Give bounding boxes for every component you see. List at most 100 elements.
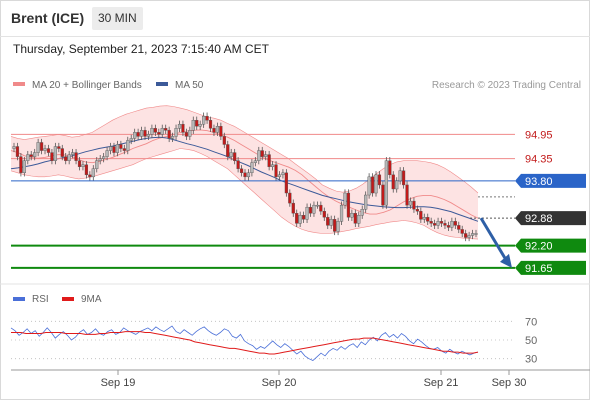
support-price-tag — [515, 260, 586, 275]
candle-body — [467, 235, 471, 238]
candle-body — [91, 168, 95, 178]
candle-body — [139, 130, 144, 137]
candle-body — [50, 152, 54, 161]
bollinger-band-fill — [11, 105, 478, 240]
bollinger-upper-line — [10, 105, 479, 194]
candle-body — [215, 126, 220, 133]
candle-body — [36, 142, 40, 153]
candle-body — [71, 152, 75, 155]
support-price-label: 92.20 — [525, 241, 553, 253]
title-bar: Brent (ICE) 30 MIN — [0, 0, 590, 37]
candle-body — [298, 215, 302, 224]
candle-body — [408, 200, 413, 206]
candle-body — [412, 200, 416, 210]
candle-body — [105, 150, 109, 157]
rsi-legend-swatch — [13, 297, 25, 301]
candle-body — [384, 160, 388, 206]
candle-body — [102, 156, 106, 159]
candle-body — [150, 128, 154, 135]
candle-body — [339, 204, 344, 222]
candle-body — [164, 128, 168, 131]
candle-body — [419, 211, 423, 220]
bollinger-lower-line — [10, 148, 479, 240]
candle-body — [370, 176, 375, 194]
candle-body — [64, 156, 68, 161]
candle-body — [202, 115, 206, 125]
candle-body — [112, 146, 116, 153]
candle-body — [470, 233, 475, 236]
candle-body — [353, 213, 357, 224]
timeframe-badge[interactable]: 30 MIN — [92, 7, 143, 30]
candle-body — [277, 174, 282, 178]
candle-body — [115, 144, 120, 153]
candle-body — [388, 160, 392, 176]
candle-body — [267, 154, 271, 167]
candle-body — [281, 172, 285, 176]
candle-body — [195, 120, 199, 127]
timestamp: Thursday, September 21, 2023 7:15:40 AM … — [13, 42, 269, 56]
candle-body — [53, 146, 57, 161]
candle-body — [81, 164, 85, 167]
legend-bollinger: MA 20 + Bollinger Bands — [13, 80, 142, 91]
candle-body — [253, 160, 257, 163]
candle-body — [222, 136, 226, 145]
candle-body — [129, 138, 133, 141]
candle-body — [84, 164, 89, 176]
rsi-tick-label: 50 — [525, 335, 537, 347]
bollinger-swatch — [13, 82, 25, 87]
candle-body — [343, 192, 347, 206]
candle-body — [170, 136, 175, 139]
candle-body — [329, 219, 333, 226]
candle-body — [333, 219, 337, 232]
candle-body — [426, 217, 430, 222]
candle-body — [295, 213, 299, 224]
candle-body — [415, 208, 419, 212]
candle-body — [302, 215, 306, 220]
candle-body — [308, 206, 313, 214]
ma50-swatch — [156, 82, 168, 87]
ma50-line — [10, 136, 479, 222]
candle-body — [429, 221, 433, 224]
candle-body — [446, 225, 451, 228]
candle-body — [95, 160, 99, 169]
candle-body — [46, 148, 51, 153]
candle-body — [26, 154, 30, 161]
candle-body — [74, 152, 78, 161]
rsi-line — [10, 325, 479, 361]
candle-body — [19, 156, 23, 174]
candle-body — [153, 128, 157, 133]
candle-body — [401, 170, 406, 186]
candle-body — [305, 206, 309, 220]
candle-body — [29, 154, 33, 157]
candle-body — [12, 146, 16, 149]
candle-body — [433, 223, 437, 226]
candle-body — [260, 150, 264, 157]
candle-body — [198, 124, 202, 127]
candle-body — [357, 215, 361, 224]
candle-body — [367, 176, 371, 196]
candle-body — [250, 162, 254, 173]
pivot-price-label: 93.80 — [525, 176, 553, 188]
candle-body — [77, 160, 82, 167]
candle-body — [246, 172, 251, 178]
candle-body — [464, 233, 468, 238]
candle-body — [184, 132, 188, 137]
candle-body — [236, 160, 240, 169]
candle-body — [436, 221, 440, 226]
rsi-tick-label: 70 — [525, 316, 537, 328]
candle-body — [233, 152, 237, 161]
candle-body — [219, 126, 223, 137]
candle-body — [226, 144, 230, 157]
candle-body — [60, 148, 64, 157]
candle-body — [67, 154, 71, 161]
x-tick-label: Sep 21 — [424, 377, 459, 389]
candle-body — [360, 208, 364, 216]
current-price-label: 92.88 — [525, 213, 553, 225]
candle-body — [264, 154, 268, 157]
candle-body — [336, 221, 340, 232]
candle-body — [284, 172, 288, 194]
research-credit: Research © 2023 Trading Central — [431, 80, 581, 91]
candle-body — [22, 160, 26, 174]
resistance-label: 94.35 — [525, 154, 553, 166]
candle-body — [374, 174, 378, 194]
